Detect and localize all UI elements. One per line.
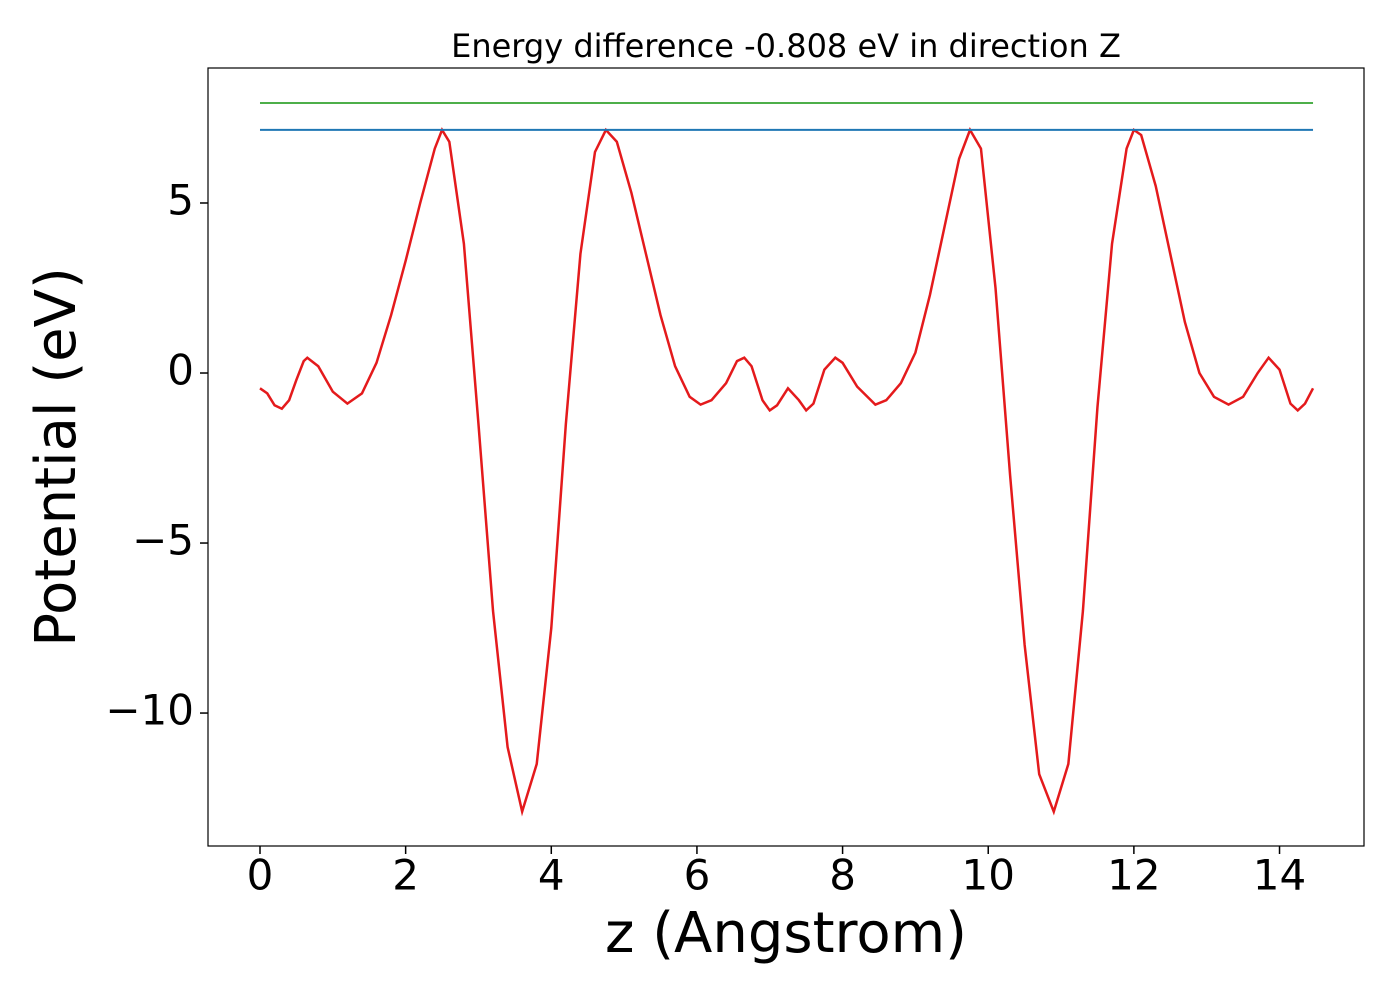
y-tick-label: 0	[167, 346, 194, 395]
y-tick-label: −10	[105, 686, 194, 735]
x-axis-label: z (Angstrom)	[605, 901, 967, 966]
x-tick-label: 4	[538, 851, 565, 900]
x-tick-label: 12	[1107, 851, 1160, 900]
x-tick-label: 14	[1253, 851, 1306, 900]
y-tick-label: −5	[132, 516, 194, 565]
y-tick-label: 5	[167, 175, 194, 224]
plot-frame	[207, 67, 1365, 847]
x-tick-label: 0	[247, 851, 274, 900]
x-tick-label: 2	[392, 851, 419, 900]
chart-title: Energy difference -0.808 eV in direction…	[451, 27, 1121, 65]
y-axis-label: Potential (eV)	[24, 267, 89, 647]
x-tick-label: 8	[829, 851, 856, 900]
x-tick-label: 10	[962, 851, 1015, 900]
data-line	[259, 126, 1315, 817]
x-tick-label: 6	[684, 851, 711, 900]
